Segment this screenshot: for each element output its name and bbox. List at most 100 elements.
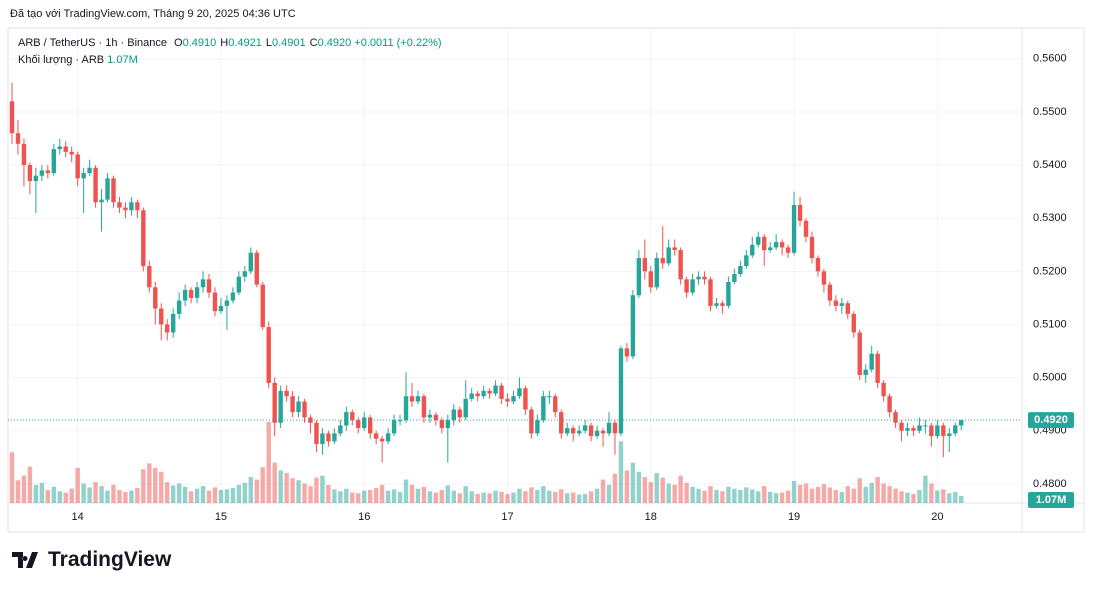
volume-bar xyxy=(576,494,582,503)
volume-bar xyxy=(582,493,588,503)
volume-bar xyxy=(606,484,612,503)
candle-body xyxy=(463,398,468,418)
volume-bar xyxy=(678,475,683,503)
volume-bar xyxy=(320,475,325,503)
volume-bar xyxy=(618,441,624,503)
volume-value: 1.07M xyxy=(107,54,138,66)
volume-bar xyxy=(33,484,39,503)
ohlc-label: H xyxy=(220,37,229,49)
candle-body xyxy=(135,202,140,211)
logo: TradingView xyxy=(12,548,171,572)
volume-bar xyxy=(63,492,68,503)
candle-body xyxy=(803,220,809,237)
candle-body xyxy=(170,313,176,333)
volume-bar xyxy=(463,486,468,503)
candle-body xyxy=(791,204,797,253)
candle-body xyxy=(57,146,62,150)
candle-body xyxy=(105,178,110,200)
y-tick-label: 0.5500 xyxy=(1033,106,1067,118)
volume-bar xyxy=(135,488,140,503)
volume-bar xyxy=(141,469,146,503)
volume-bar xyxy=(630,462,636,503)
candle-body xyxy=(397,420,403,422)
volume-bar xyxy=(9,452,15,503)
candle-body xyxy=(624,348,630,357)
candle-body xyxy=(827,284,833,301)
volume-bar xyxy=(493,490,498,503)
volume-bar xyxy=(911,493,916,503)
candle-body xyxy=(887,396,892,413)
x-tick-label: 14 xyxy=(72,511,84,523)
candle-body xyxy=(594,430,600,437)
ohlc-label: C xyxy=(309,37,318,49)
y-tick-label: 0.5400 xyxy=(1033,159,1067,171)
candle-body xyxy=(356,420,361,429)
volume-bar xyxy=(732,488,737,503)
volume-bar xyxy=(206,490,212,503)
candle-body xyxy=(535,420,540,434)
candle-body xyxy=(929,425,934,437)
volume-bar xyxy=(451,490,456,503)
candle-body xyxy=(176,300,182,314)
volume-bar xyxy=(272,462,277,503)
x-tick-label: 15 xyxy=(215,511,227,523)
change: +0.0011 (+0.22%) xyxy=(354,37,442,49)
volume-bar xyxy=(624,470,630,503)
candle-body xyxy=(911,428,916,431)
volume-bar xyxy=(559,489,564,503)
ohlc-value: 0.4920 xyxy=(317,37,352,49)
y-tick-label: 0.4800 xyxy=(1033,478,1067,490)
candle-body xyxy=(93,167,98,203)
candle-body xyxy=(881,382,886,397)
candle-body xyxy=(744,255,749,267)
volume-value-label: 1.07M xyxy=(1036,494,1067,506)
candle-body xyxy=(111,178,116,203)
candle-body xyxy=(553,396,558,413)
volume-bar xyxy=(248,477,253,503)
x-tick-label: 20 xyxy=(931,511,943,523)
candle-body xyxy=(254,252,259,285)
candle-body xyxy=(457,409,462,418)
volume-bar xyxy=(767,491,773,503)
volume-bar xyxy=(815,486,821,503)
y-tick-label: 0.5600 xyxy=(1033,53,1067,65)
candle-body xyxy=(200,279,206,288)
volume-bar xyxy=(87,487,92,503)
volume-bar xyxy=(893,488,898,503)
volume-bar xyxy=(93,482,98,503)
volume-bar xyxy=(230,488,236,503)
ohlc: O0.4910 H0.4921 L0.4901 C0.4920 xyxy=(170,37,351,49)
candle-body xyxy=(785,247,791,253)
candle-body xyxy=(326,433,331,442)
candle-body xyxy=(493,385,498,394)
volume-bar xyxy=(947,493,952,503)
x-tick-label: 17 xyxy=(501,511,513,523)
y-tick-label: 0.5000 xyxy=(1033,372,1067,384)
candle-body xyxy=(391,420,397,434)
candle-body xyxy=(875,353,880,383)
candle-body xyxy=(499,385,504,399)
last-price-box xyxy=(1028,412,1074,429)
candle-body xyxy=(415,396,421,402)
volume-bar xyxy=(296,480,301,503)
volume-bar xyxy=(194,488,200,503)
volume-bar xyxy=(511,492,516,503)
volume-bar xyxy=(588,491,594,503)
candle-body xyxy=(332,433,337,442)
volume-bar xyxy=(254,479,259,503)
candle-body xyxy=(642,258,648,272)
candle-body xyxy=(308,417,313,423)
candle-body xyxy=(588,425,594,437)
candle-body xyxy=(678,250,683,280)
candle-body xyxy=(815,258,821,272)
volume-bar xyxy=(517,488,522,503)
candle-body xyxy=(726,281,731,306)
y-tick-label: 0.5100 xyxy=(1033,318,1067,330)
candle-body xyxy=(767,247,773,251)
grid xyxy=(8,28,1022,503)
candle-body xyxy=(953,425,958,434)
candle-body xyxy=(559,412,564,434)
volume-bars xyxy=(9,421,964,503)
volume-bar xyxy=(738,490,743,503)
